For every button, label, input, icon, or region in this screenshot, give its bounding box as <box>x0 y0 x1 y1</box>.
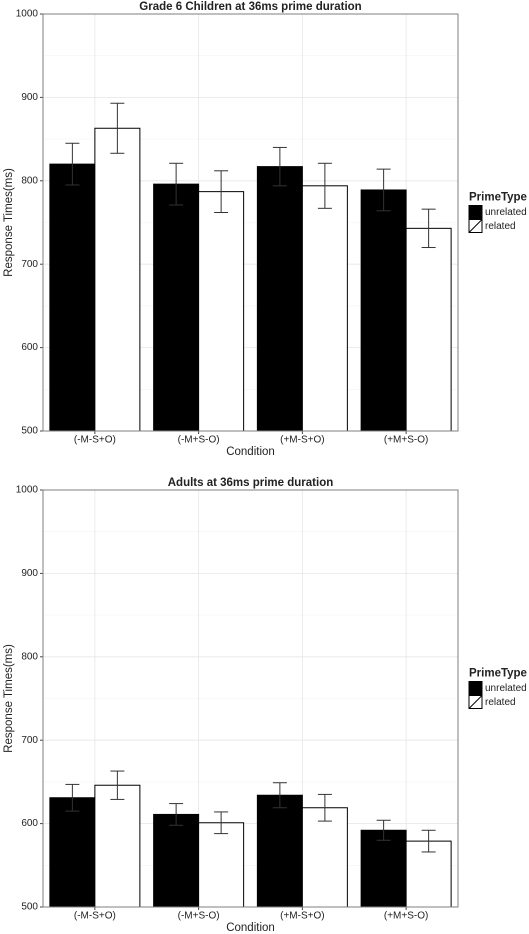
legend-label: related <box>485 221 516 232</box>
bar <box>94 784 141 908</box>
error-bar <box>272 146 287 187</box>
error-bar <box>272 782 287 809</box>
y-tick-label: 1000 <box>16 9 39 20</box>
error-bar <box>214 811 229 835</box>
y-axis-title: Response Times(ms) <box>3 644 15 753</box>
bar <box>301 807 348 908</box>
error-bar <box>421 829 436 853</box>
y-tick-label: 900 <box>21 92 38 103</box>
error-bar <box>169 803 184 826</box>
error-bar <box>317 162 332 209</box>
error-bar <box>317 793 332 822</box>
legend-label: related <box>485 697 516 708</box>
legend-swatch-slash <box>468 205 483 219</box>
y-tick-label: 500 <box>21 902 38 913</box>
plot-border <box>42 13 459 432</box>
bar <box>405 227 452 432</box>
legend-swatch-slash <box>468 695 483 709</box>
chart-title: Adults at 36ms prime duration <box>168 477 334 489</box>
legend-title: PrimeType <box>469 668 527 680</box>
bar <box>301 185 348 432</box>
legend-swatch-slash <box>468 681 483 695</box>
error-bar <box>169 162 184 206</box>
chart-title: Grade 6 Children at 36ms prime duration <box>139 1 361 13</box>
bar <box>94 127 141 432</box>
legend-label: unrelated <box>485 207 527 218</box>
plot-border <box>42 489 459 908</box>
legend-label: unrelated <box>485 683 527 694</box>
x-axis-title: Condition <box>226 922 275 934</box>
x-tick-label: (+M+S-O) <box>384 911 428 922</box>
error-bar <box>376 819 391 841</box>
y-tick-label: 1000 <box>16 485 39 496</box>
x-tick-label: (-M+S-O) <box>178 435 220 446</box>
legend-swatch-slash <box>468 219 483 233</box>
x-tick-label: (+M+S-O) <box>384 435 428 446</box>
bar <box>153 183 200 432</box>
bar <box>256 794 303 908</box>
y-tick-label: 700 <box>21 259 38 270</box>
error-bar <box>65 142 80 186</box>
y-tick-label: 800 <box>21 175 38 186</box>
y-tick-label: 800 <box>21 651 38 662</box>
x-tick-label: (-M-S+O) <box>74 911 116 922</box>
bar <box>198 191 245 432</box>
x-axis-title: Condition <box>226 446 275 458</box>
y-tick-label: 700 <box>21 735 38 746</box>
bar <box>360 189 407 432</box>
bar <box>360 829 407 908</box>
x-tick-label: (+M-S+O) <box>280 435 324 446</box>
error-bar <box>376 168 391 212</box>
y-tick-label: 500 <box>21 426 38 437</box>
x-tick-label: (-M-S+O) <box>74 435 116 446</box>
legend-title: PrimeType <box>469 192 527 204</box>
x-tick-label: (+M-S+O) <box>280 911 324 922</box>
error-bar <box>421 208 436 249</box>
bar <box>49 797 96 908</box>
bar <box>256 166 303 432</box>
error-bar <box>110 102 125 154</box>
y-tick-label: 600 <box>21 342 38 353</box>
y-tick-label: 900 <box>21 568 38 579</box>
bar <box>198 822 245 908</box>
y-axis-title: Response Times(ms) <box>3 168 15 277</box>
bar <box>49 163 96 432</box>
y-tick-label: 600 <box>21 818 38 829</box>
x-tick-label: (-M+S-O) <box>178 911 220 922</box>
bar <box>153 813 200 908</box>
error-bar <box>110 770 125 800</box>
error-bar <box>214 170 229 213</box>
error-bar <box>65 783 80 812</box>
